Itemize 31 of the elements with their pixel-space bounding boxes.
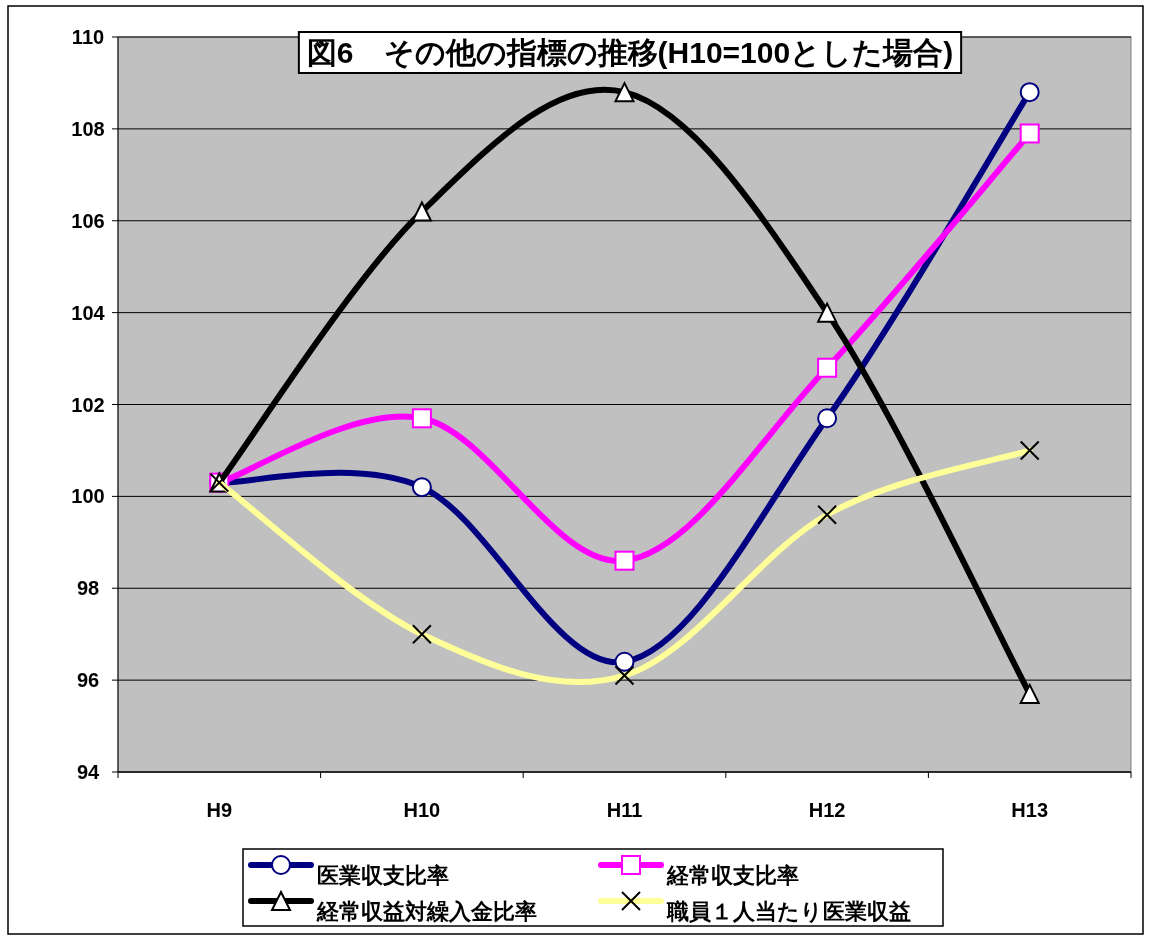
y-tick-label: 106 [71, 209, 105, 232]
y-tick-label: 104 [71, 301, 106, 324]
point [411, 201, 432, 222]
x-tick-label: H13 [1011, 799, 1049, 821]
legend-label: 職員１人当たり医業収益 [666, 899, 911, 924]
legend-label: 経常収益対繰入金比率 [316, 899, 537, 924]
y-tick-label: 100 [71, 485, 105, 508]
point [1019, 82, 1040, 103]
x-tick-label: H12 [808, 799, 846, 821]
y-tick-label: 96 [76, 669, 100, 692]
point [614, 651, 635, 672]
x-tick-label: H9 [206, 799, 233, 821]
x-tick-label: H11 [606, 799, 643, 821]
point [817, 302, 838, 323]
x-tick-label: H10 [403, 799, 441, 821]
legend-label: 経常収支比率 [666, 863, 799, 888]
point [614, 550, 635, 571]
y-tick-label: 98 [76, 577, 100, 600]
y-tick-label: 108 [71, 117, 105, 140]
point [817, 357, 838, 378]
point [614, 82, 635, 103]
y-tick-label: 94 [76, 761, 100, 783]
point [411, 477, 432, 498]
point [1019, 123, 1040, 144]
point [1019, 683, 1040, 704]
y-tick-label: 102 [71, 393, 105, 416]
point [411, 408, 432, 429]
chart-title: 図6 その他の指標の推移(H10=100とした場合) [306, 36, 954, 69]
legend-label: 医業収支比率 [317, 863, 449, 888]
y-tick-label: 110 [71, 26, 105, 48]
point [817, 408, 838, 429]
